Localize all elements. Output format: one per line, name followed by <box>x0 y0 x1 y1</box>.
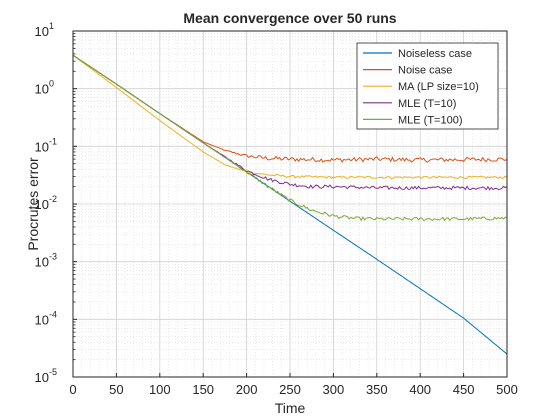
x-tick-label: 100 <box>149 382 171 397</box>
x-tick-label: 350 <box>366 382 388 397</box>
y-tick-exponent: 0 <box>49 79 54 89</box>
x-tick-label: 450 <box>453 382 475 397</box>
y-tick-exponent: -5 <box>49 367 57 377</box>
x-tick-label: 150 <box>192 382 214 397</box>
chart-title: Mean convergence over 50 runs <box>183 10 396 26</box>
legend-label: MLE (T=100) <box>398 114 463 126</box>
x-tick-label: 250 <box>279 382 301 397</box>
y-tick-label: 10 <box>35 82 49 97</box>
y-tick-exponent: -4 <box>49 309 57 319</box>
legend-label: MA (LP size=10) <box>398 81 479 93</box>
y-tick-label: 10 <box>35 370 49 385</box>
x-tick-label: 50 <box>109 382 123 397</box>
series-line-3 <box>72 54 508 180</box>
series-line-5 <box>72 54 508 222</box>
y-tick-exponent: -2 <box>49 194 57 204</box>
y-tick-label: 10 <box>35 255 49 270</box>
series-lines <box>72 54 508 355</box>
y-tick-label: 10 <box>35 312 49 327</box>
x-tick-label: 200 <box>236 382 258 397</box>
y-tick-label: 10 <box>35 24 49 39</box>
x-tick-label: 400 <box>409 382 431 397</box>
x-tick-label: 300 <box>323 382 345 397</box>
y-tick-label: 10 <box>35 139 49 154</box>
y-tick-exponent: -1 <box>49 136 57 146</box>
legend-label: Noiseless case <box>398 48 472 60</box>
y-tick-exponent: 1 <box>49 21 54 31</box>
x-tick-label: 0 <box>69 382 76 397</box>
x-axis-label: Time <box>275 400 306 416</box>
x-axis-ticks: 0 50 100 150 200 250 300 350 400 450 500 <box>69 373 518 397</box>
legend-label: Noise case <box>398 65 452 77</box>
legend: Noiseless case Noise case MA (LP size=10) M… <box>356 42 499 130</box>
legend-items: Noiseless case Noise case MA (LP size=10) M… <box>363 48 479 126</box>
y-axis-label: Procrutes error <box>25 157 41 251</box>
x-tick-label: 500 <box>496 382 518 397</box>
y-tick-exponent: -3 <box>49 252 57 262</box>
y-tick-label: 10 <box>35 197 49 212</box>
legend-label: MLE (T=10) <box>398 98 456 110</box>
